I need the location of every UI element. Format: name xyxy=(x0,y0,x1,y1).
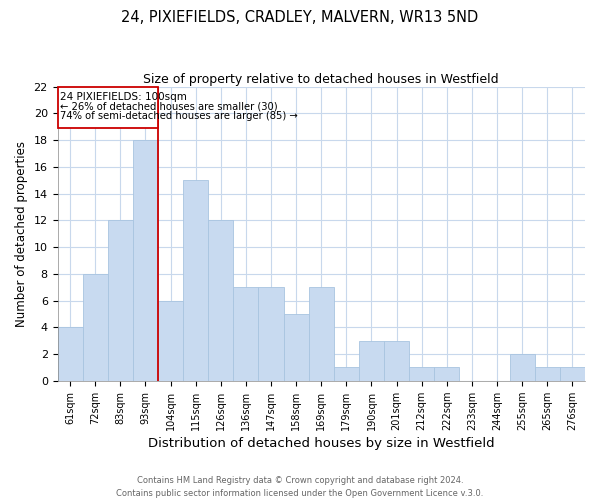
Bar xyxy=(309,287,334,381)
Bar xyxy=(208,220,233,381)
Text: Contains HM Land Registry data © Crown copyright and database right 2024.
Contai: Contains HM Land Registry data © Crown c… xyxy=(116,476,484,498)
Y-axis label: Number of detached properties: Number of detached properties xyxy=(15,141,28,327)
Bar xyxy=(535,368,560,381)
Bar xyxy=(560,368,585,381)
Bar xyxy=(359,340,384,381)
Bar xyxy=(83,274,108,381)
Bar xyxy=(384,340,409,381)
Bar xyxy=(434,368,460,381)
Text: ← 26% of detached houses are smaller (30): ← 26% of detached houses are smaller (30… xyxy=(60,102,278,112)
Bar xyxy=(108,220,133,381)
Bar xyxy=(259,287,284,381)
Bar xyxy=(133,140,158,381)
X-axis label: Distribution of detached houses by size in Westfield: Distribution of detached houses by size … xyxy=(148,437,494,450)
Bar xyxy=(233,287,259,381)
Text: 24, PIXIEFIELDS, CRADLEY, MALVERN, WR13 5ND: 24, PIXIEFIELDS, CRADLEY, MALVERN, WR13 … xyxy=(121,10,479,25)
FancyBboxPatch shape xyxy=(58,86,158,128)
Bar xyxy=(509,354,535,381)
Bar xyxy=(409,368,434,381)
Bar xyxy=(183,180,208,381)
Text: 24 PIXIEFIELDS: 100sqm: 24 PIXIEFIELDS: 100sqm xyxy=(60,92,187,102)
Bar xyxy=(58,328,83,381)
Bar xyxy=(158,300,183,381)
Text: 74% of semi-detached houses are larger (85) →: 74% of semi-detached houses are larger (… xyxy=(60,112,298,122)
Bar xyxy=(284,314,309,381)
Bar xyxy=(334,368,359,381)
Title: Size of property relative to detached houses in Westfield: Size of property relative to detached ho… xyxy=(143,72,499,86)
